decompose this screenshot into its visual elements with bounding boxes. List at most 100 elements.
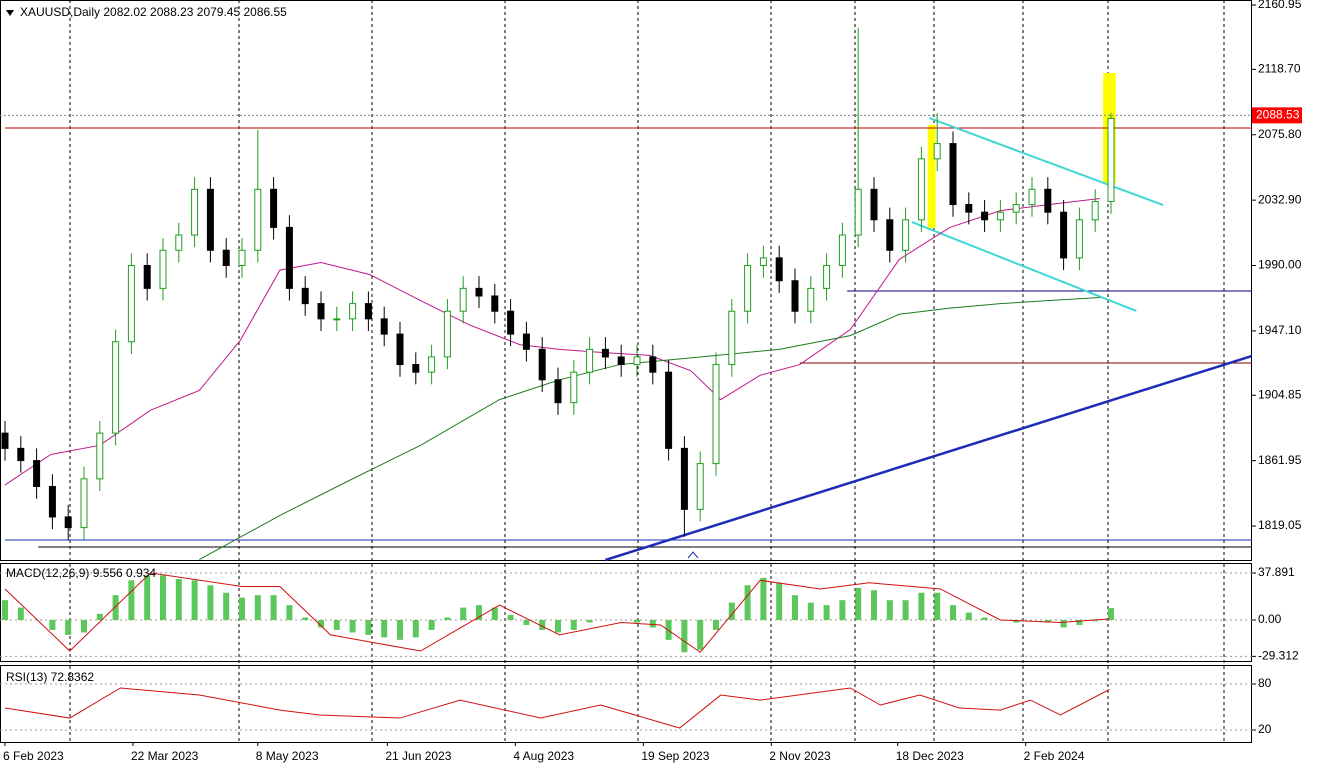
candle-body (206, 188, 214, 251)
candle-body (554, 379, 562, 404)
macd-bar (207, 585, 214, 620)
candle-body (285, 226, 293, 289)
macd-bar (823, 605, 830, 620)
macd-bar (934, 592, 941, 620)
candle-body (33, 460, 41, 487)
candle-body (854, 188, 862, 236)
macd-bar (239, 597, 245, 620)
macd-bar (839, 600, 846, 620)
macd-bar (1092, 619, 1099, 622)
candle-body (1075, 219, 1083, 259)
macd-bar (412, 619, 419, 638)
candle-body (127, 265, 135, 343)
y-tick-label: 0.00 (1258, 612, 1282, 626)
macd-bar (807, 602, 814, 620)
macd-bar (1076, 619, 1083, 625)
macd-bar (365, 619, 372, 635)
candle-body (586, 348, 594, 373)
macd-bar (586, 619, 593, 623)
x-tick-label: 2 Nov 2023 (769, 749, 831, 763)
macd-bar (792, 595, 798, 620)
candle-body (712, 364, 720, 465)
candle-body (443, 310, 451, 358)
y-tick-label: 2118.70 (1258, 62, 1301, 76)
indicator-line (4, 197, 1100, 486)
macd-bar (539, 619, 546, 630)
candle-body (807, 287, 815, 312)
macd-bar (570, 619, 577, 630)
candle-body (680, 447, 688, 510)
x-tick-label: 8 May 2023 (256, 749, 319, 763)
macd-bar (1060, 619, 1067, 628)
candle-body (1107, 117, 1115, 203)
candle-body (222, 249, 230, 267)
macd-bar (270, 595, 277, 620)
macd-bar (507, 615, 514, 620)
candle-body (823, 265, 831, 289)
x-tick-label: 2 Feb 2024 (1024, 749, 1085, 763)
x-tick-label: 18 Dec 2023 (896, 749, 964, 763)
macd-bar (681, 619, 688, 653)
indicator-line (4, 687, 1110, 729)
macd-bar (191, 580, 198, 620)
macd-bar (1044, 619, 1051, 623)
y-tick-label: 80 (1258, 676, 1272, 690)
macd-bar (871, 590, 877, 620)
candle-body (380, 318, 388, 335)
trend-line (605, 354, 1252, 562)
candle-body (601, 348, 609, 358)
candle-body (317, 303, 325, 320)
y-tick-label: 1990.00 (1258, 258, 1302, 272)
y-tick-label: 1861.95 (1258, 453, 1302, 467)
macd-bar (491, 607, 498, 620)
macd-bar (460, 607, 467, 620)
y-tick-label: -29.312 (1258, 649, 1299, 663)
macd-bar (96, 613, 103, 620)
rsi-panel (0, 665, 1252, 743)
macd-bar (81, 619, 87, 633)
macd-bar (128, 580, 135, 620)
macd-bar (476, 605, 482, 620)
y-tick-label: 2160.95 (1258, 0, 1302, 11)
macd-bar (649, 619, 656, 628)
macd-bar (981, 617, 988, 620)
candle-body (838, 234, 846, 267)
macd-bar (223, 592, 230, 620)
candle-body (64, 516, 72, 529)
candle-body (301, 287, 309, 305)
candle-body (886, 219, 894, 251)
candle-body (349, 303, 357, 320)
candle-body (649, 356, 657, 373)
candle-body (80, 478, 88, 529)
x-tick-label: 19 Sep 2023 (641, 749, 709, 763)
candle-body (1091, 201, 1099, 221)
candle-body (159, 249, 167, 289)
candle-body (48, 485, 56, 518)
candle-body (981, 211, 989, 221)
candle-body (191, 188, 199, 236)
macd-bar (965, 612, 972, 620)
macd-bar (1108, 608, 1114, 620)
candle-body (1044, 188, 1052, 213)
candle-body (112, 341, 120, 434)
macd-bar (760, 577, 767, 620)
macd-bar (950, 605, 956, 620)
macd-bar (49, 619, 56, 630)
macd-bar (713, 619, 719, 630)
macd-bar (886, 600, 893, 620)
candle-body (364, 303, 372, 320)
macd-bar (333, 619, 340, 630)
candle-body (333, 318, 341, 321)
macd-bar (318, 619, 324, 628)
candle-body (791, 280, 799, 312)
candle-body (917, 158, 925, 221)
candle-body (633, 356, 641, 366)
candle-body (902, 219, 910, 251)
indicator-line (4, 572, 1110, 653)
candle-body (522, 333, 530, 350)
x-tick-label: 22 Mar 2023 (131, 749, 199, 763)
collapse-icon (6, 10, 14, 16)
macd-bar (728, 602, 735, 620)
macd-bar (855, 587, 862, 620)
